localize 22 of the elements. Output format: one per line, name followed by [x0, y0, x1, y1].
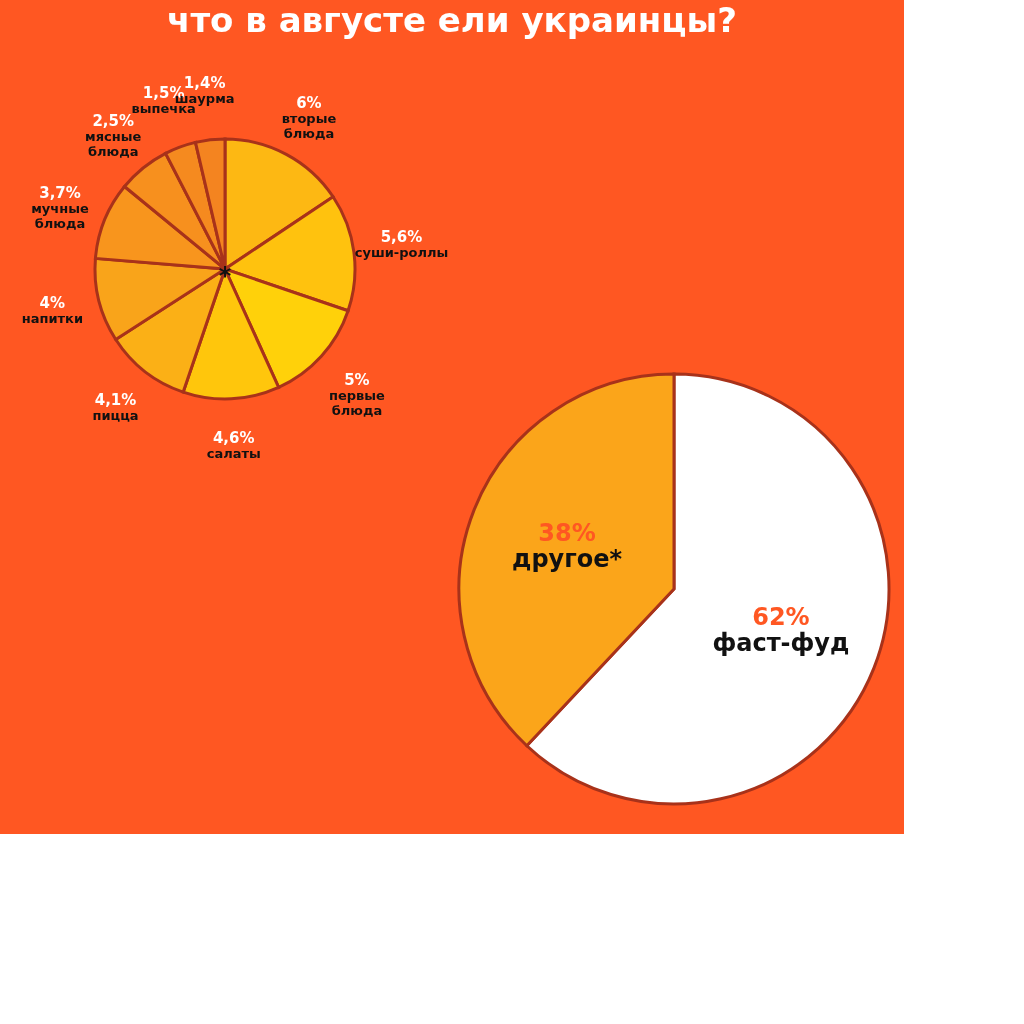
slice-label: мучные блюда [31, 201, 89, 232]
data-label: 62% [752, 603, 810, 632]
slice-label: салаты [206, 445, 261, 461]
slice-label: другое* [512, 544, 623, 573]
slice-label: напитки [21, 311, 83, 327]
data-label: 4,6% [212, 428, 255, 447]
data-label: 6% [296, 94, 322, 113]
slice-label: фаст-фуд [712, 629, 850, 658]
data-label: 4% [39, 294, 66, 313]
data-label: 5,6% [380, 227, 423, 246]
slice-label: вторые блюда [281, 111, 337, 142]
data-label: 1,4% [183, 74, 226, 93]
slice-label: пицца [92, 408, 139, 424]
slice-label: первые блюда [328, 387, 386, 418]
slice-label: мясные блюда [85, 129, 142, 160]
data-label: 4,1% [94, 391, 137, 410]
data-label: 5% [344, 370, 370, 389]
chart-title: что в августе ели украинцы? [167, 0, 737, 40]
data-label: 38% [538, 518, 596, 547]
data-label: 2,5% [92, 112, 135, 131]
data-label: 3,7% [39, 184, 81, 203]
slice-label: суши-роллы [354, 244, 449, 260]
